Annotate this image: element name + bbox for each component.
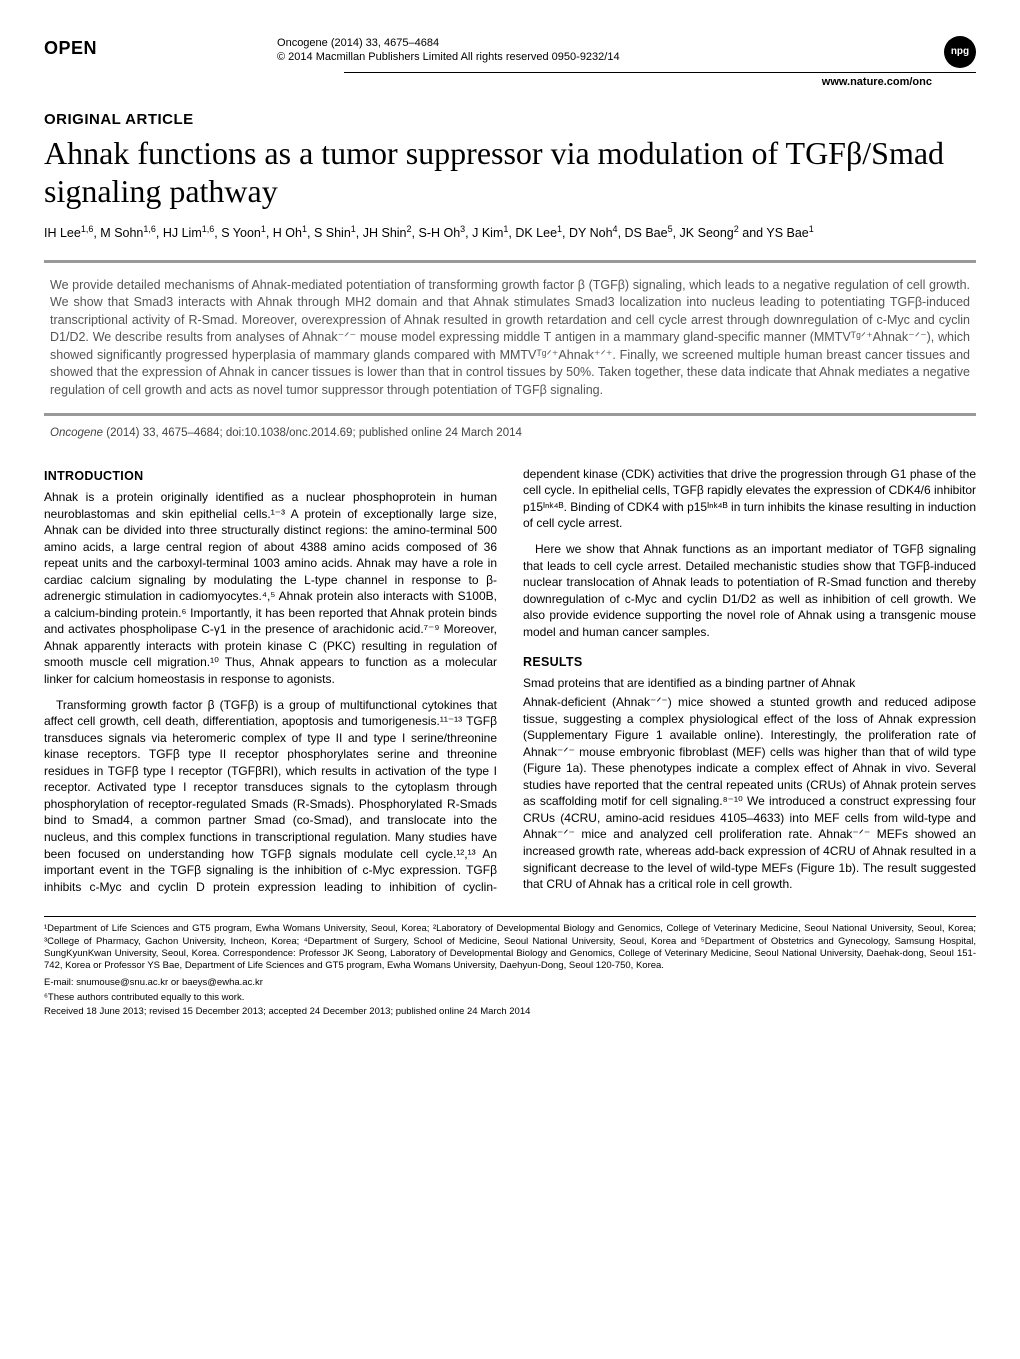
introduction-heading: INTRODUCTION (44, 468, 497, 485)
results-para-1: Ahnak-deficient (Ahnak⁻ᐟ⁻) mice showed a… (523, 694, 976, 893)
article-type: ORIGINAL ARTICLE (44, 110, 976, 130)
footer-rule (44, 916, 976, 917)
journal-reference: Oncogene (2014) 33, 4675–4684 (277, 36, 932, 50)
copyright-line: © 2014 Macmillan Publishers Limited All … (277, 50, 932, 64)
correspondence-email: E-mail: snumouse@snu.ac.kr or baeys@ewha… (44, 977, 976, 990)
website-url: www.nature.com/onc (44, 75, 932, 90)
open-access-label: OPEN (44, 36, 97, 60)
equal-contribution-note: ⁶These authors contributed equally to th… (44, 992, 976, 1005)
abstract: We provide detailed mechanisms of Ahnak-… (44, 260, 976, 417)
body-columns: INTRODUCTION Ahnak is a protein original… (44, 466, 976, 899)
intro-para-1: Ahnak is a protein originally identified… (44, 489, 497, 688)
intro-para-3: Here we show that Ahnak functions as an … (523, 541, 976, 640)
citation-journal: Oncogene (50, 427, 103, 439)
article-dates: Received 18 June 2013; revised 15 Decemb… (44, 1006, 976, 1019)
article-title: Ahnak functions as a tumor suppressor vi… (44, 134, 976, 211)
header-row: OPEN Oncogene (2014) 33, 4675–4684 © 201… (44, 36, 976, 68)
journal-info: Oncogene (2014) 33, 4675–4684 © 2014 Mac… (277, 36, 932, 65)
citation-line: Oncogene (2014) 33, 4675–4684; doi:10.10… (50, 426, 976, 442)
header-rule (344, 72, 976, 73)
author-list: IH Lee1,6, M Sohn1,6, HJ Lim1,6, S Yoon1… (44, 225, 976, 242)
results-heading: RESULTS (523, 654, 976, 671)
affiliations: ¹Department of Life Sciences and GT5 pro… (44, 923, 976, 972)
citation-rest: (2014) 33, 4675–4684; doi:10.1038/onc.20… (103, 427, 522, 439)
results-subheading: Smad proteins that are identified as a b… (523, 675, 976, 692)
npg-logo-icon: npg (944, 36, 976, 68)
